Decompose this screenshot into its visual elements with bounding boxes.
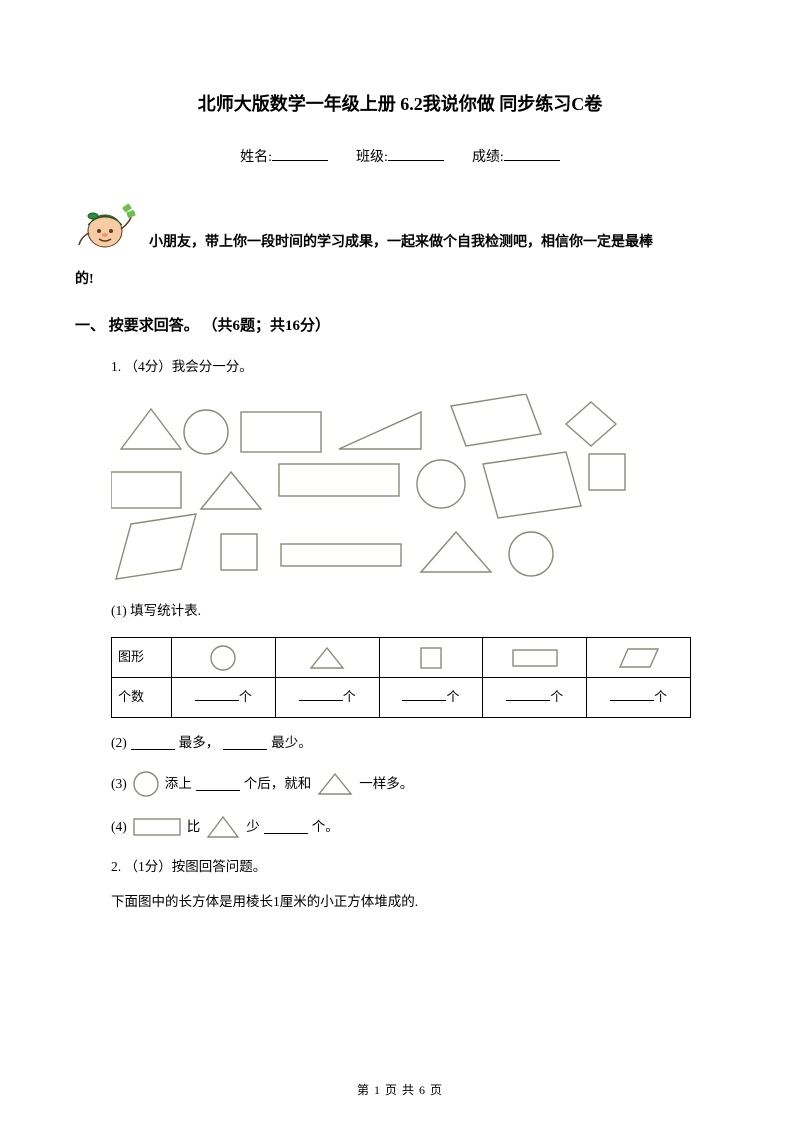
cell-circle (172, 638, 276, 678)
blank[interactable] (131, 736, 175, 750)
q1-label: 1. （4分）我会分一分。 (111, 356, 725, 378)
cell-para (587, 638, 691, 678)
row2-head: 个数 (112, 678, 172, 718)
table-row: 个数 个 个 个 个 个 (112, 678, 691, 718)
count-cell[interactable]: 个 (172, 678, 276, 718)
score-label: 成绩: (472, 150, 504, 165)
triangle-icon (204, 814, 242, 840)
page-title: 北师大版数学一年级上册 6.2我说你做 同步练习C卷 (75, 90, 725, 119)
rectangle-icon (131, 816, 183, 838)
score-blank[interactable] (504, 147, 560, 161)
intro-text-1: 小朋友，带上你一段时间的学习成果，一起来做个自我检测吧，相信你一定是最棒 (149, 228, 653, 259)
row1-head: 图形 (112, 638, 172, 678)
q1-sub2: (2) 最多， 最少。 (111, 732, 725, 754)
blank[interactable] (223, 736, 267, 750)
blank[interactable] (196, 777, 240, 791)
stat-table: 图形 个数 个 个 个 个 个 (111, 637, 691, 718)
count-cell[interactable]: 个 (587, 678, 691, 718)
table-row: 图形 (112, 638, 691, 678)
triangle-icon (315, 770, 355, 798)
q2-label: 2. （1分）按图回答问题。 (111, 856, 725, 878)
q1-sub4: (4) 比 少 个。 (111, 814, 725, 840)
class-blank[interactable] (388, 147, 444, 161)
count-cell[interactable]: 个 (379, 678, 483, 718)
mascot-icon (75, 195, 139, 259)
info-line: 姓名: 班级: 成绩: (75, 147, 725, 169)
page-footer: 第 1 页 共 6 页 (0, 1081, 800, 1100)
class-label: 班级: (356, 150, 388, 165)
count-cell[interactable]: 个 (275, 678, 379, 718)
shapes-figure (111, 394, 631, 584)
blank[interactable] (264, 820, 308, 834)
section-heading: 一、 按要求回答。 （共6题；共16分） (75, 314, 725, 338)
intro-text-2: 的! (75, 265, 725, 296)
cell-rect (483, 638, 587, 678)
q1-sub1: (1) 填写统计表. (111, 600, 725, 622)
count-cell[interactable]: 个 (483, 678, 587, 718)
q1-sub3: (3) 添上 个后，就和 一样多。 (111, 770, 725, 798)
name-blank[interactable] (272, 147, 328, 161)
q2-text: 下面图中的长方体是用棱长1厘米的小正方体堆成的. (111, 891, 725, 913)
name-label: 姓名: (240, 150, 272, 165)
cell-square (379, 638, 483, 678)
cell-triangle (275, 638, 379, 678)
circle-icon (131, 770, 161, 798)
